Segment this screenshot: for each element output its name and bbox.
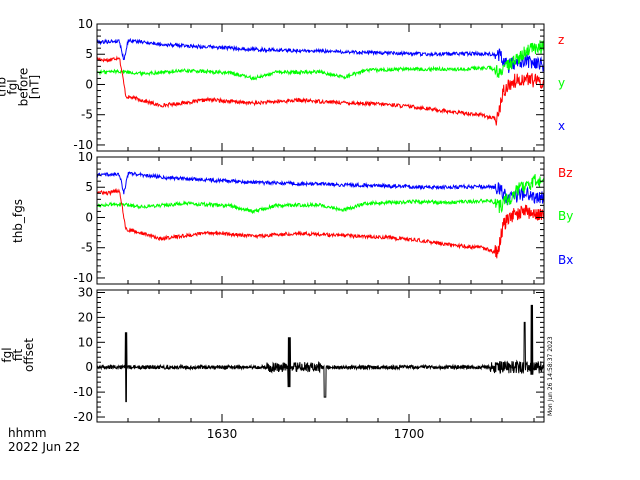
legend: Bz By Bx [558, 166, 573, 267]
y-axis-label-line: thb [0, 77, 9, 97]
y-axis-label: thb_fgs [11, 199, 25, 243]
panel-frame [96, 156, 545, 285]
legend-label-x: x [558, 119, 565, 133]
date-label: 2022 Jun 22 [8, 440, 80, 454]
legend-label-bx: Bx [558, 253, 573, 267]
y-axis-label-line: before [17, 68, 31, 107]
y-axis-label-line: [nT] [28, 75, 42, 99]
y-axis-label-line: fgl [6, 79, 20, 94]
x-ticks [96, 157, 535, 284]
series-line-y [96, 40, 545, 81]
legend-label-bz: Bz [558, 166, 573, 180]
x-tick-label-1630: 1630 [207, 427, 238, 441]
y-tick-label: 20 [78, 310, 93, 324]
y-tick-label: -10 [73, 138, 93, 152]
y-tick-label: 5 [85, 180, 93, 194]
x-tick-label-1700: 1700 [394, 427, 425, 441]
y-tick-label: 30 [78, 285, 93, 299]
y-axis-label-line: fit [11, 349, 25, 362]
series-layer [96, 37, 545, 126]
y-tick-label: -10 [73, 271, 93, 285]
y-tick-label: 10 [78, 17, 93, 31]
y-tick-label: -5 [81, 241, 93, 255]
panel-frame [96, 23, 545, 152]
y-tick-label: 0 [85, 77, 93, 91]
series-line-z [96, 55, 545, 126]
y-tick-label: -20 [73, 410, 93, 424]
series-line-by [96, 174, 545, 215]
series-layer [96, 171, 545, 259]
series-line-offset [96, 304, 545, 403]
panel-frame [96, 289, 545, 423]
y-axis-label-line: fgl [0, 347, 14, 362]
y-tick-label: 0 [85, 360, 93, 374]
time-format-label: hhmm [8, 426, 47, 440]
legend-label-z: z [558, 33, 564, 47]
series-line-bx [96, 171, 545, 206]
y-tick-label: 0 [85, 210, 93, 224]
series-line-x [96, 37, 545, 74]
y-tick-label: 10 [78, 150, 93, 164]
y-ticks: 30 20 10 0 -10 -20 [73, 285, 544, 424]
y-tick-label: -10 [73, 385, 93, 399]
series-line-bz [96, 188, 545, 259]
y-ticks: 10 5 0 -5 -10 [73, 17, 544, 152]
x-ticks [96, 24, 535, 151]
panel-thb-fgs: 10 5 0 -5 -10 thb_fgs Bz By Bx [11, 150, 573, 285]
legend-label-y: y [558, 76, 565, 90]
y-tick-label: -5 [81, 108, 93, 122]
generation-timestamp: Mon Jun 26 14:58:37 2023 [547, 336, 554, 416]
y-axis-label-line: offset [22, 338, 36, 372]
legend-label-by: By [558, 209, 573, 223]
y-tick-label: 5 [85, 47, 93, 61]
y-axis-label-line: thb_fgs [11, 199, 25, 243]
y-ticks: 10 5 0 -5 -10 [73, 150, 544, 285]
series-layer [96, 304, 545, 403]
x-ticks [96, 290, 535, 422]
y-tick-label: 10 [78, 335, 93, 349]
legend: z y x [558, 33, 565, 133]
